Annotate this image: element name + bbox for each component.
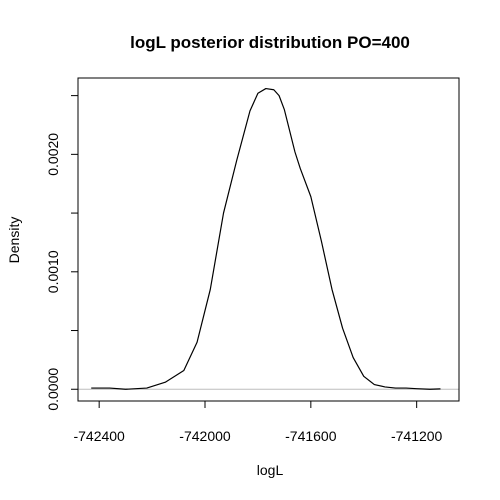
plot-area bbox=[77, 77, 460, 402]
y-tick-label: 0.0020 bbox=[45, 133, 61, 176]
density-curve bbox=[91, 87, 441, 390]
x-axis: -742400 -742000 -741600 -741200 bbox=[73, 400, 443, 444]
y-axis-label: Density bbox=[6, 217, 22, 264]
y-tick-label: 0.0000 bbox=[45, 368, 61, 411]
x-tick-label: -741200 bbox=[391, 428, 443, 444]
x-tick-label: -742000 bbox=[179, 428, 231, 444]
y-axis: 0.0000 0.0010 0.0020 bbox=[45, 95, 79, 411]
chart-title: logL posterior distribution PO=400 bbox=[130, 33, 410, 52]
plot-frame bbox=[77, 77, 460, 402]
x-tick-label: -742400 bbox=[73, 428, 125, 444]
y-tick-label: 0.0010 bbox=[45, 250, 61, 293]
x-axis-label: logL bbox=[257, 462, 284, 478]
x-tick-label: -741600 bbox=[285, 428, 337, 444]
